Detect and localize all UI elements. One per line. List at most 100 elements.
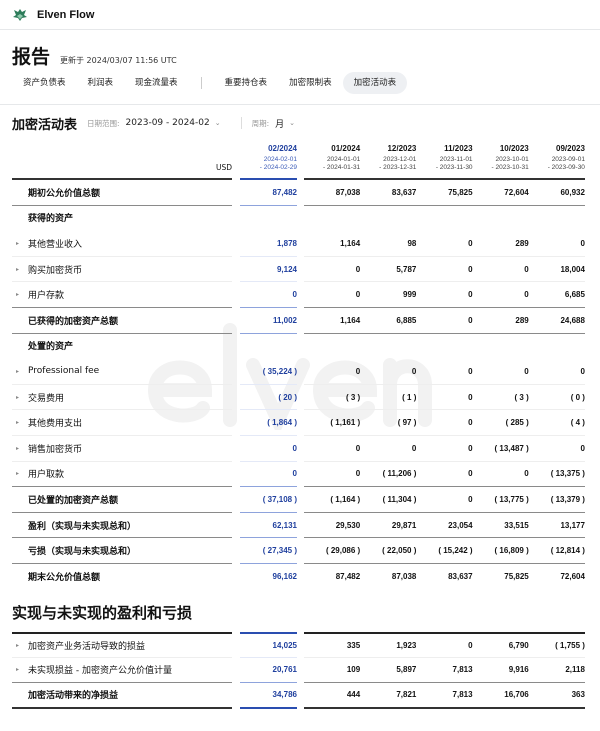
expand-caret-icon[interactable]: ▸	[16, 641, 20, 649]
value-cell: ( 15,242 )	[416, 538, 473, 564]
value-cell: ( 1,864 )	[240, 410, 297, 436]
value-cell	[304, 206, 360, 232]
value-cell: 6,790	[472, 632, 529, 658]
expand-caret-icon[interactable]: ▸	[16, 393, 20, 401]
value-cell: 16,706	[472, 683, 529, 709]
expand-caret-icon[interactable]: ▸	[16, 419, 20, 427]
row-label-text: 加密资产业务活动导致的损益	[28, 641, 146, 652]
updated-timestamp: 更新于 2024/03/07 11:56 UTC	[60, 56, 177, 65]
tab-balance-sheet[interactable]: 资产负债表	[23, 78, 66, 88]
elven-logo-icon	[13, 8, 27, 21]
value-cell: 0	[416, 436, 473, 462]
tab-crypto-restrictions[interactable]: 加密限制表	[289, 78, 332, 88]
expand-caret-icon[interactable]: ▸	[16, 239, 20, 247]
expand-caret-icon[interactable]: ▸	[16, 265, 20, 273]
tab-holdings[interactable]: 重要持仓表	[224, 78, 268, 88]
spacer	[232, 436, 240, 462]
column-month: 10/2023	[499, 144, 529, 153]
table-row[interactable]: ▸ 销售加密货币 0 0 0 0( 13,487 ) 0	[12, 436, 586, 462]
table-row[interactable]: ▸ 其他费用支出 ( 1,864 ) ( 1,161 )( 97 ) 0( 285 )(…	[12, 410, 586, 436]
value-cell: 289	[472, 231, 529, 257]
spacer	[232, 683, 240, 709]
spacer	[232, 658, 240, 684]
column-from: 2023-12-01	[383, 156, 417, 163]
period-label: 周期:	[251, 118, 270, 128]
tab-crypto-activity[interactable]: 加密活动表	[342, 72, 408, 94]
value-cell: ( 20 )	[240, 385, 297, 411]
column-from: 2024-02-01	[263, 156, 297, 163]
spacer	[232, 564, 240, 590]
table-row[interactable]: ▸ 交易费用( 20 )( 3 )( 1 ) 0( 3 )( 0 )	[12, 385, 586, 411]
table-row[interactable]: ▸ 其他营业收入 1,878 1,164 98 0 289 0	[12, 231, 586, 257]
row-label-text: 期末公允价值总额	[28, 572, 101, 583]
value-cell: 7,821	[360, 683, 417, 709]
value-cell: ( 97 )	[360, 410, 417, 436]
value-cell: 23,054	[416, 513, 473, 539]
column-header[interactable]: 02/2024 2024-02-01- 2024-02-29	[240, 140, 297, 180]
value-cell: 444	[304, 683, 361, 709]
date-range-select[interactable]: 2023-09 - 2024-02	[125, 118, 210, 128]
table-row[interactable]: ▸ 购买加密货币 9,124 0 5,787 0 0 18,004	[12, 257, 586, 283]
value-cell: 9,916	[472, 658, 529, 684]
table-row[interactable]: ▸ 未实现损益 - 加密资产公允价值计量 20,761 109 5,897 7,813 9,…	[12, 658, 586, 684]
value-cell: 2,118	[528, 658, 585, 684]
value-cell: 109	[304, 658, 361, 684]
chevron-down-icon[interactable]: ⌄	[214, 119, 221, 127]
expand-caret-icon[interactable]: ▸	[16, 444, 20, 452]
section-heading-row: 获得的资产	[12, 206, 586, 232]
tab-income-statement[interactable]: 利润表	[87, 78, 114, 88]
value-cell: 13,177	[528, 513, 585, 539]
table-row[interactable]: ▸ 用户取款 0 0( 11,206 ) 0 0( 13,375 )	[12, 462, 586, 488]
value-cell: 0	[528, 436, 585, 462]
value-cell: 29,871	[360, 513, 417, 539]
column-month: 11/2023	[444, 144, 473, 153]
chevron-down-icon[interactable]: ⌄	[289, 119, 296, 127]
value-cell: ( 1,755 )	[528, 632, 585, 658]
column-header[interactable]: 12/2023 2023-12-01- 2023-12-31	[360, 140, 417, 180]
value-cell: ( 3 )	[472, 385, 529, 411]
elven-watermark-icon	[147, 323, 432, 430]
value-cell: 11,002	[240, 308, 297, 334]
value-cell: ( 29,086 )	[304, 538, 361, 564]
value-cell: 0	[360, 359, 417, 385]
spacer	[297, 140, 304, 180]
expand-caret-icon[interactable]: ▸	[16, 367, 20, 375]
spacer	[232, 231, 240, 257]
table-row[interactable]: ▸ 加密资产业务活动导致的损益 14,025 335 1,923 0 6,790( 1,75…	[12, 632, 586, 658]
value-cell: 0	[416, 410, 473, 436]
column-header[interactable]: 09/2023 2023-09-01- 2023-09-30	[528, 140, 585, 180]
spacer	[232, 410, 240, 436]
value-cell: 0	[304, 359, 361, 385]
period-select[interactable]: 月	[275, 119, 285, 130]
spacer	[297, 564, 304, 590]
table-row[interactable]: ▸ 用户存款 0 0 999 0 0 6,685	[12, 282, 586, 308]
column-header[interactable]: 01/2024 2024-01-01- 2024-01-31	[304, 140, 361, 180]
expand-caret-icon[interactable]: ▸	[16, 470, 20, 478]
value-cell: 87,482	[335, 571, 361, 581]
column-header[interactable]: 11/2023 2023-11-01- 2023-11-30	[416, 140, 473, 180]
value-cell: ( 37,108 )	[240, 487, 297, 513]
column-from: 2024-01-01	[326, 156, 361, 163]
value-cell: 7,813	[416, 658, 473, 684]
row-label-text: Professional fee	[28, 366, 100, 377]
tab-cash-flow[interactable]: 现金流量表	[135, 78, 178, 88]
expand-caret-icon[interactable]: ▸	[16, 291, 20, 299]
row-label-text: 用户存款	[28, 291, 65, 302]
table-header: USD 02/2024 2024-02-01- 2024-02-29 01/2024…	[12, 140, 586, 180]
expand-caret-icon[interactable]: ▸	[16, 666, 20, 674]
column-month: 02/2024	[268, 144, 297, 153]
column-header[interactable]: 10/2023 2023-10-01- 2023-10-31	[472, 140, 529, 180]
table-row[interactable]: ▸ Professional fee( 35,224 ) 0 0 0 0 0	[12, 359, 586, 385]
spacer	[297, 683, 304, 709]
value-cell: 98	[360, 231, 417, 257]
spacer	[297, 538, 304, 564]
value-cell: 0	[528, 231, 585, 257]
value-cell: ( 285 )	[472, 410, 529, 436]
value-cell: ( 11,206 )	[360, 462, 417, 488]
spacer	[297, 359, 304, 385]
spacer	[232, 257, 240, 283]
row-label-text: 未实现损益 - 加密资产公允价值计量	[28, 666, 172, 677]
column-from: 2023-10-01	[495, 156, 529, 163]
row-label-text: 其他费用支出	[28, 419, 83, 430]
spacer	[297, 308, 304, 334]
